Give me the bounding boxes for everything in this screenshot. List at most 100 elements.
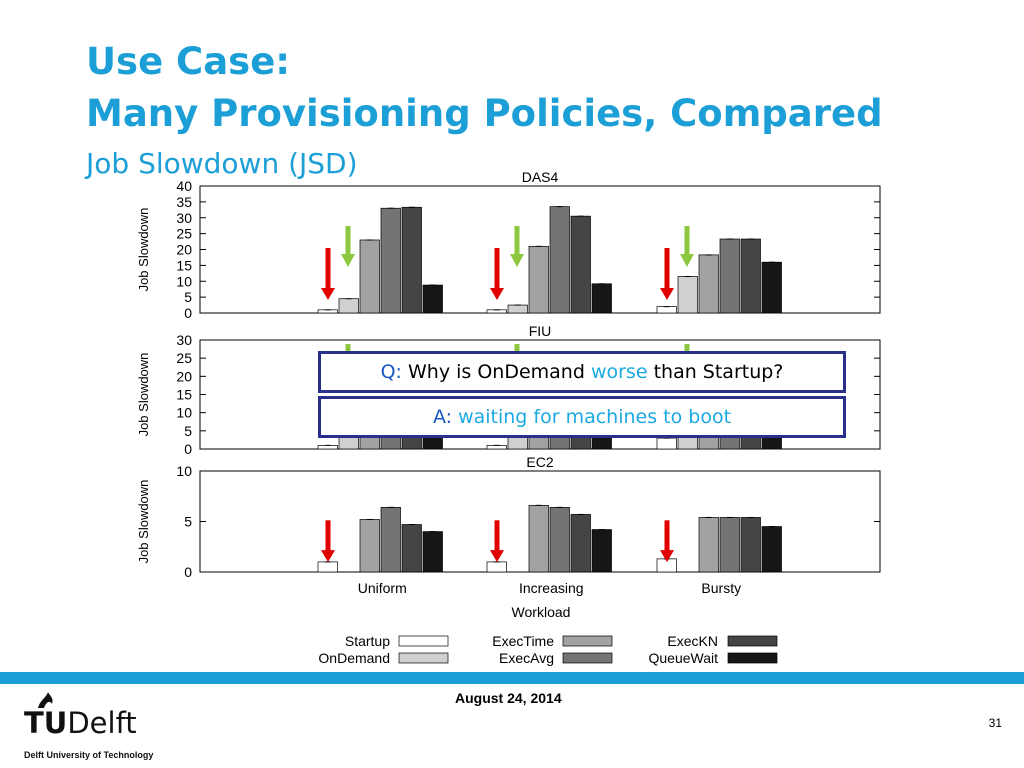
bar-exectime (528, 245, 549, 314)
bar-execavg (549, 206, 570, 314)
x-axis-label: Workload (512, 604, 571, 620)
bar-queuewait (761, 261, 782, 314)
bar-execavg (380, 207, 401, 314)
y-tick-label: 10 (176, 463, 192, 479)
y-tick-label: 20 (176, 368, 192, 384)
bar-execkn (401, 206, 422, 314)
y-tick-label: 10 (176, 273, 192, 289)
y-tick-label: 40 (176, 178, 192, 194)
y-tick-label: 15 (176, 387, 192, 403)
bar-execavg (719, 517, 740, 573)
bar-ondemand (338, 435, 359, 450)
legend-swatch (562, 652, 613, 664)
y-tick-label: 25 (176, 350, 192, 366)
green-arrow-head (341, 254, 355, 267)
question-prefix: Q: (380, 361, 402, 383)
slide-title-line1: Use Case: (86, 40, 291, 83)
bar-execkn (401, 524, 422, 573)
red-arrow-head (321, 550, 335, 563)
legend-swatch (562, 635, 613, 647)
x-category-label: Uniform (358, 580, 407, 596)
y-tick-label: 5 (184, 423, 192, 439)
red-arrow-head (321, 288, 335, 300)
bar-startup (486, 445, 507, 450)
bar-exectime (359, 239, 380, 314)
bar-ondemand (507, 304, 528, 314)
bar-queuewait (761, 526, 782, 573)
y-tick-label: 20 (176, 242, 192, 258)
legend-label: ExecKN (667, 633, 718, 649)
y-axis-label: Job Slowdown (136, 353, 151, 437)
bar-ondemand (677, 276, 698, 314)
footer-band (0, 672, 1024, 684)
y-tick-label: 30 (176, 210, 192, 226)
x-category-label: Increasing (519, 580, 584, 596)
bar-queuewait (422, 531, 443, 573)
flame-icon (38, 692, 53, 708)
y-tick-label: 0 (184, 564, 192, 580)
panel-title: DAS4 (522, 169, 559, 185)
red-arrow-head (660, 288, 674, 300)
y-tick-label: 10 (176, 405, 192, 421)
y-tick-label: 25 (176, 226, 192, 242)
bar-queuewait (422, 284, 443, 314)
bar-execkn (570, 215, 591, 314)
bar-ondemand (338, 298, 359, 314)
green-arrow-head (510, 254, 524, 267)
question-text-a: Why is OnDemand (408, 361, 585, 383)
slide-title-line2: Many Provisioning Policies, Compared (86, 92, 883, 135)
legend-label: OnDemand (318, 650, 390, 666)
y-tick-label: 5 (184, 289, 192, 305)
question-text-b: than Startup? (653, 361, 784, 383)
logo-subtitle: Delft University of Technology (24, 750, 154, 760)
y-tick-label: 0 (184, 441, 192, 457)
legend-label: Startup (345, 633, 390, 649)
legend-label: ExecAvg (499, 650, 554, 666)
y-tick-label: 35 (176, 194, 192, 210)
bar-queuewait (591, 529, 612, 573)
answer-box: A: waiting for machines to boot (318, 396, 846, 438)
legend-swatch (398, 635, 449, 647)
y-tick-label: 30 (176, 332, 192, 348)
answer-prefix: A: (432, 406, 453, 428)
bar-execkn (740, 517, 761, 573)
panel-title: EC2 (526, 454, 553, 470)
red-arrow-head (660, 550, 674, 563)
bar-ondemand (507, 435, 528, 450)
bar-queuewait (591, 435, 612, 450)
bar-startup (656, 437, 677, 450)
bar-startup (656, 306, 677, 314)
logo-tu: TU (24, 706, 68, 740)
bar-startup (317, 445, 338, 450)
legend-swatch (727, 635, 778, 647)
bar-exectime (698, 517, 719, 573)
logo-delft: Delft (67, 706, 137, 740)
bar-exectime (359, 519, 380, 573)
tu-delft-logo: TUDelft Delft University of Technology (24, 688, 194, 764)
slide-subtitle: Job Slowdown (JSD) (86, 147, 358, 180)
legend-label: ExecTime (492, 633, 554, 649)
bar-execkn (570, 514, 591, 573)
page-number: 31 (988, 716, 1002, 730)
bar-queuewait (591, 283, 612, 314)
panel-title: FIU (529, 323, 552, 339)
bar-startup (486, 561, 507, 573)
y-tick-label: 15 (176, 257, 192, 273)
answer-text: waiting for machines to boot (458, 406, 732, 428)
y-axis-label: Job Slowdown (136, 208, 151, 292)
legend-swatch (727, 652, 778, 664)
red-arrow-head (490, 288, 504, 300)
legend-label: QueueWait (648, 650, 718, 666)
green-arrow-head (680, 254, 694, 267)
y-axis-label: Job Slowdown (136, 480, 151, 564)
footer-date: August 24, 2014 (455, 690, 562, 706)
bar-execavg (719, 238, 740, 314)
bar-queuewait (761, 435, 782, 450)
legend-swatch (398, 652, 449, 664)
x-category-label: Bursty (701, 580, 741, 596)
bar-startup (317, 561, 338, 573)
bar-exectime (698, 254, 719, 314)
y-tick-label: 0 (184, 305, 192, 321)
bar-execavg (380, 507, 401, 573)
